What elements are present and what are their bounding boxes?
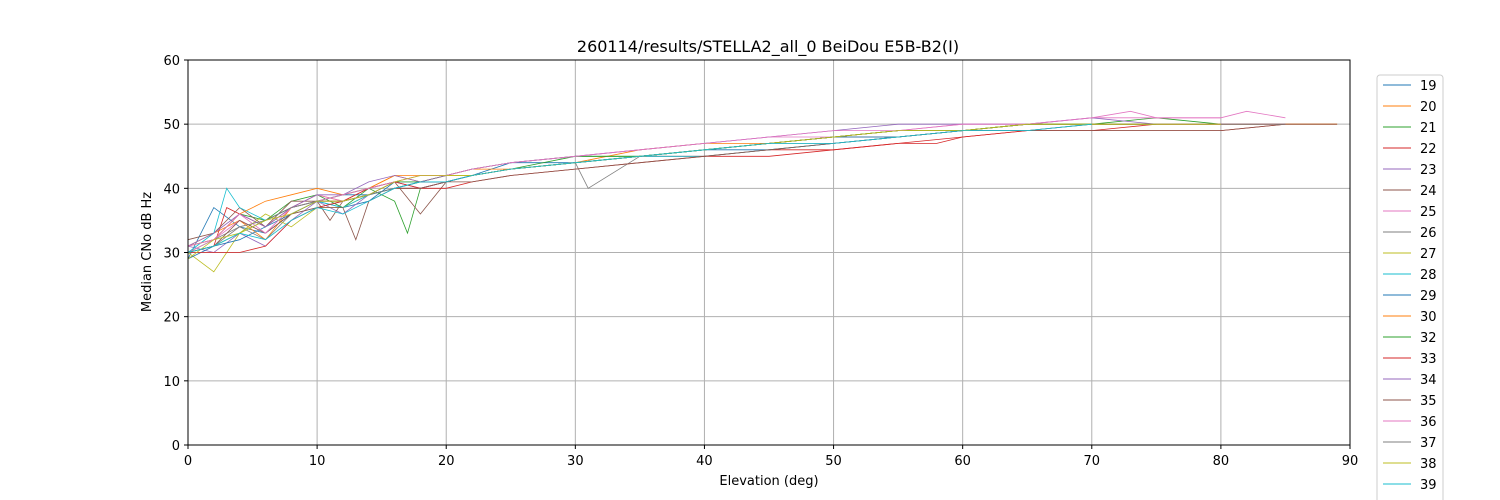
legend-label: 26 <box>1420 226 1437 241</box>
series-line-34 <box>187 117 1286 247</box>
x-tick-label: 10 <box>309 454 326 469</box>
series-line-39 <box>187 123 1092 253</box>
legend-label: 24 <box>1420 184 1437 199</box>
y-tick-label: 40 <box>163 182 180 197</box>
x-tick-label: 70 <box>1084 454 1101 469</box>
series-line-26 <box>187 123 1092 247</box>
legend-label: 29 <box>1420 289 1437 304</box>
legend-label: 39 <box>1420 478 1437 493</box>
series-line-21 <box>187 117 1260 253</box>
y-tick-label: 50 <box>163 118 180 133</box>
x-tick-label: 20 <box>438 454 455 469</box>
legend-label: 23 <box>1420 163 1437 178</box>
legend-label: 20 <box>1420 100 1437 115</box>
legend-label: 28 <box>1420 268 1437 283</box>
x-tick-label: 30 <box>567 454 584 469</box>
y-axis-label: Median CNo dB Hz <box>140 192 155 312</box>
x-axis-label: Elevation (deg) <box>719 474 818 489</box>
y-axis-ticks: 0 10 20 30 40 50 60 <box>163 54 188 454</box>
legend-label: 34 <box>1420 373 1437 388</box>
y-tick-label: 60 <box>163 54 180 69</box>
legend-label: 27 <box>1420 247 1437 262</box>
legend-label: 22 <box>1420 142 1437 157</box>
x-axis-ticks: 0 10 20 30 40 50 60 70 80 90 <box>184 445 1358 469</box>
y-tick-label: 10 <box>163 375 180 390</box>
y-tick-label: 0 <box>172 439 180 454</box>
x-tick-label: 50 <box>825 454 842 469</box>
legend-label: 37 <box>1420 436 1437 451</box>
x-tick-label: 40 <box>696 454 713 469</box>
legend-label: 21 <box>1420 121 1437 136</box>
x-tick-label: 0 <box>184 454 192 469</box>
legend-label: 19 <box>1420 79 1437 94</box>
y-tick-label: 30 <box>163 247 180 262</box>
legend-label: 30 <box>1420 310 1437 325</box>
series-line-36 <box>187 110 1286 247</box>
legend-box <box>1376 74 1444 500</box>
x-tick-label: 60 <box>954 454 971 469</box>
series-line-19 <box>187 123 1157 260</box>
legend-label: 25 <box>1420 205 1437 220</box>
legend-label: 32 <box>1420 331 1437 346</box>
series-line-29 <box>187 123 1092 260</box>
legend-label: 33 <box>1420 352 1437 367</box>
y-tick-label: 20 <box>163 311 180 326</box>
series-line-35 <box>187 123 1338 253</box>
chart-title: 260114/results/STELLA2_all_0 BeiDou E5B-… <box>577 37 959 57</box>
series-line-20 <box>187 123 1338 247</box>
series-line-30 <box>187 123 1338 247</box>
legend-label: 36 <box>1420 415 1437 430</box>
x-tick-label: 90 <box>1342 454 1359 469</box>
legend-label: 38 <box>1420 457 1437 472</box>
legend: 19 20 21 22 23 24 25 26 27 28 29 30 32 33 34 35 36 37 38 39 <box>1376 74 1444 500</box>
data-lines <box>187 110 1338 273</box>
x-tick-label: 80 <box>1213 454 1230 469</box>
series-line-28 <box>187 130 1028 253</box>
legend-label: 35 <box>1420 394 1437 409</box>
